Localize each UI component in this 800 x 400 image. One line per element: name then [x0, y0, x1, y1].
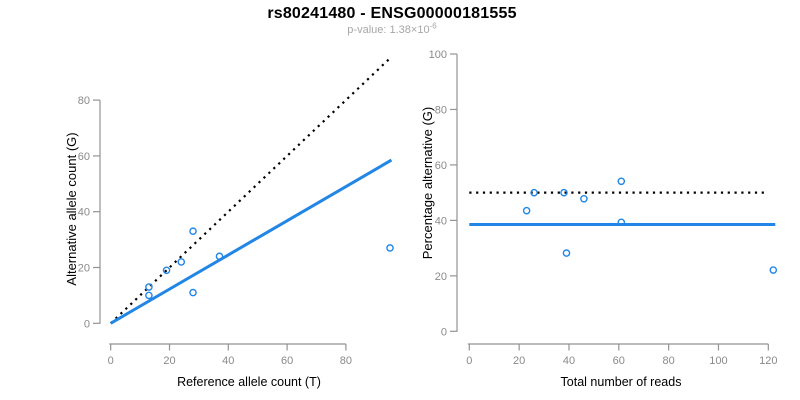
p-value-text: p-value: 1.38×10 — [347, 24, 430, 36]
data-point — [580, 194, 588, 203]
y-tick-label: 40 — [78, 207, 90, 219]
y-tick-label: 20 — [78, 263, 90, 275]
data-point — [145, 283, 153, 291]
y-tick-label: 40 — [435, 215, 447, 227]
data-point — [189, 288, 197, 297]
x-tick-label: 0 — [466, 355, 472, 367]
y-tick-label: 60 — [78, 151, 90, 163]
identity-line — [109, 57, 391, 325]
x-tick-label: 120 — [759, 355, 777, 367]
y-tick-label: 0 — [84, 318, 90, 330]
y-tick-label: 20 — [435, 271, 447, 283]
data-point — [530, 188, 538, 197]
x-tick-label: 80 — [340, 355, 352, 367]
y-tick-label: 60 — [435, 160, 447, 172]
plot-subtitle: p-value: 1.38×10-6 — [0, 21, 784, 36]
y-tick-label: 0 — [441, 326, 447, 338]
x-tick-label: 20 — [163, 355, 175, 367]
x-tick-label: 40 — [222, 355, 234, 367]
y-axis-title: Alternative allele count (G) — [64, 132, 79, 285]
x-tick-label: 60 — [613, 355, 625, 367]
x-tick-label: 100 — [709, 355, 727, 367]
x-tick-label: 80 — [663, 355, 675, 367]
p-value-exponent: -6 — [429, 21, 437, 31]
y-tick-label: 100 — [429, 49, 447, 61]
data-point — [522, 206, 531, 215]
data-point — [617, 218, 626, 227]
plot-title: rs80241480 - ENSG00000181555 — [267, 5, 517, 22]
data-point — [145, 291, 153, 300]
data-point — [769, 266, 778, 274]
y-tick-label: 80 — [435, 104, 447, 116]
x-axis-title: Total number of reads — [561, 375, 682, 389]
x-tick-label: 40 — [563, 355, 575, 367]
data-point — [617, 177, 626, 186]
y-tick-label: 80 — [78, 95, 90, 107]
data-point — [177, 258, 186, 266]
x-axis-title: Reference allele count (T) — [177, 375, 321, 389]
data-point — [189, 227, 197, 236]
x-tick-label: 20 — [513, 355, 525, 367]
data-point — [162, 266, 171, 275]
y-axis-title: Percentage alternative (G) — [420, 107, 435, 259]
data-point — [386, 244, 394, 252]
trend-line — [109, 158, 393, 325]
x-tick-label: 60 — [281, 355, 293, 367]
data-point — [560, 188, 568, 197]
data-point — [562, 249, 571, 257]
data-point — [215, 252, 224, 261]
x-tick-label: 0 — [108, 355, 114, 367]
